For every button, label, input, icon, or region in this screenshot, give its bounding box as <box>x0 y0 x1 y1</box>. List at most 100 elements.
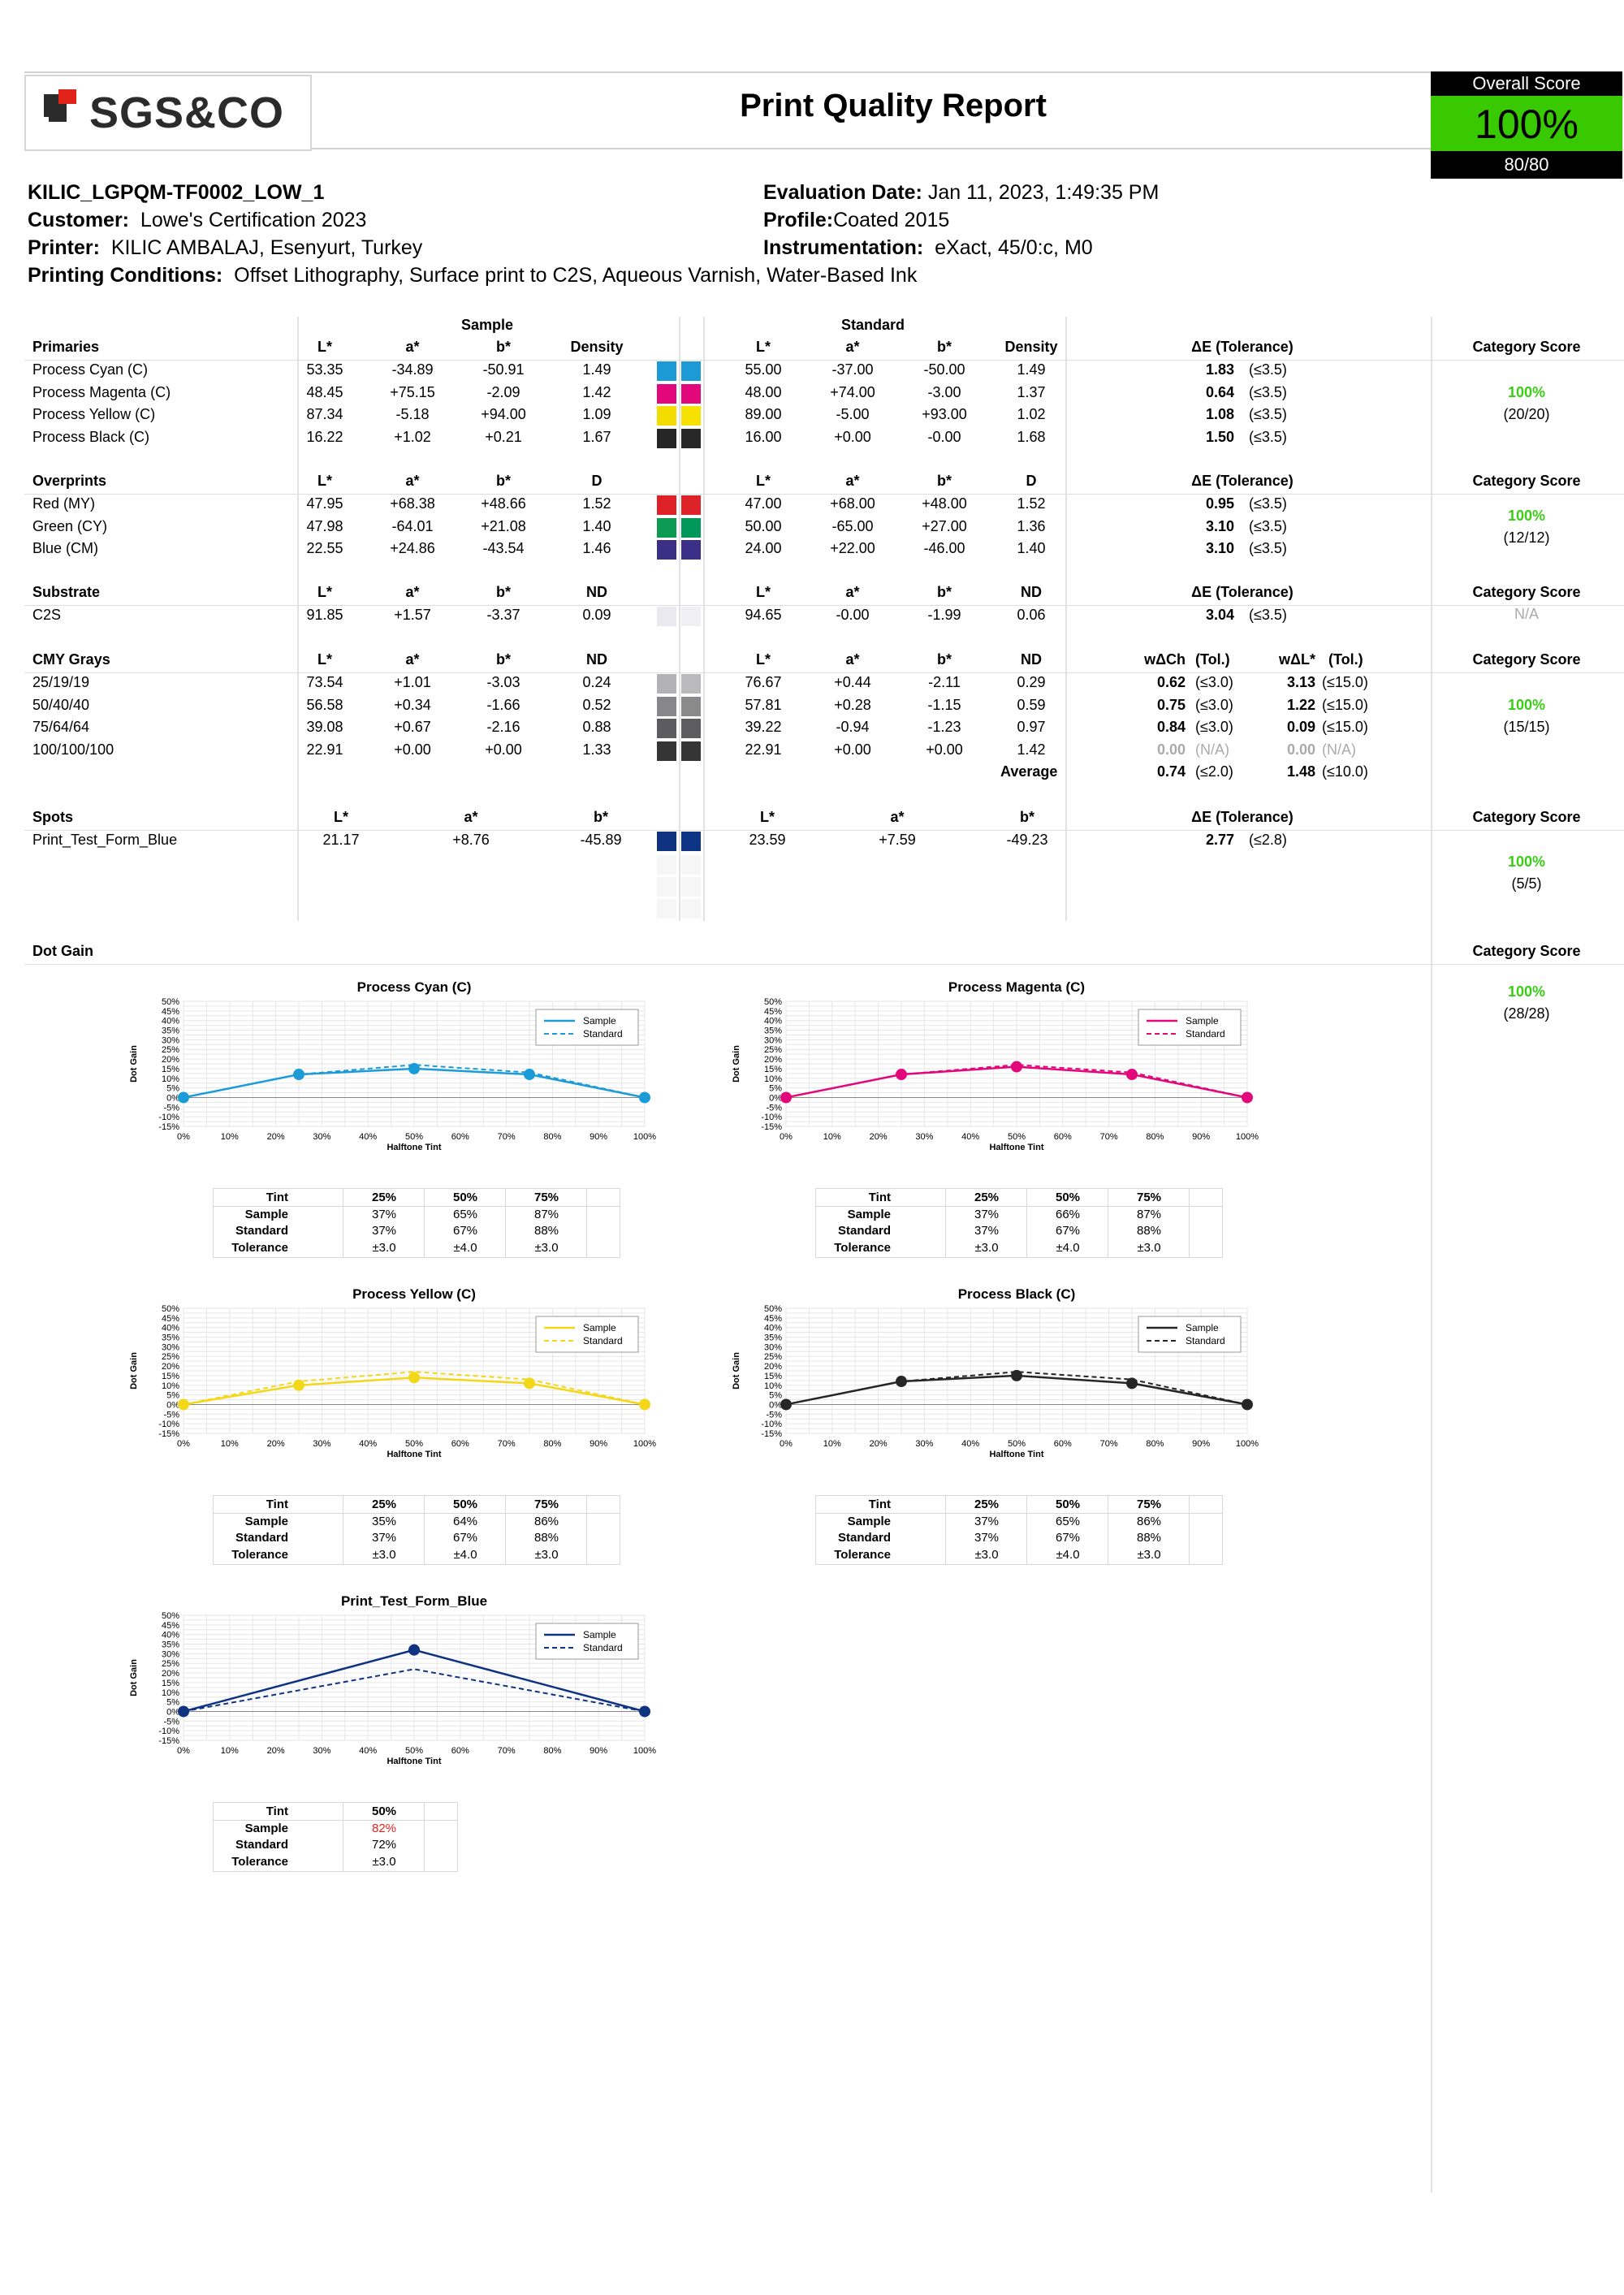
primaries-col-d1: Density <box>570 339 624 355</box>
divider-swatch-left <box>679 317 680 921</box>
cell-sa: +1.02 <box>394 428 431 445</box>
delta-e-tolerance: (≤3.5) <box>1249 383 1287 400</box>
avg-wdch-value: 0.74 <box>1156 763 1186 780</box>
overprints-col-L1: L* <box>317 473 332 489</box>
x-tick-label: 50% <box>405 1439 423 1449</box>
substrate-score: N/A <box>1514 606 1539 622</box>
profile-line: Profile:Coated 2015 <box>763 209 949 232</box>
x-tick-label: 10% <box>221 1132 239 1142</box>
table-cell-tints: 50% <box>371 1804 397 1818</box>
legend-sample-label: Sample <box>583 1322 616 1333</box>
spots-title: Spots <box>32 809 74 825</box>
y-tick-label: 0% <box>166 1707 179 1717</box>
delta-e-value: 3.10 <box>1205 540 1234 556</box>
y-tick-label: 25% <box>162 1352 179 1362</box>
y-tick-label: 30% <box>162 1035 179 1045</box>
x-tick-label: 80% <box>1146 1439 1164 1449</box>
row-name: C2S <box>32 607 62 623</box>
sample-swatch <box>657 741 676 761</box>
wdl-value: 0.00 <box>1286 741 1315 758</box>
divider-score <box>1431 317 1432 2193</box>
table-cell-sample: 66% <box>1055 1207 1081 1221</box>
cell-sb: -50.91 <box>482 361 525 378</box>
table-cell-tints: 25% <box>371 1498 397 1511</box>
eval-date-label: Evaluation Date: <box>763 181 922 204</box>
grays-col-d2: ND <box>1021 651 1042 668</box>
standard-swatch <box>681 696 701 716</box>
cell-tL: 24.00 <box>745 540 782 556</box>
x-tick-label: 100% <box>1236 1132 1259 1142</box>
cell-sL: 56.58 <box>306 696 343 713</box>
table-row-label: Standard <box>235 1531 288 1545</box>
cell-sb: +48.66 <box>481 495 526 512</box>
cell-sd: 1.49 <box>582 361 611 378</box>
avg-wdl-value: 1.48 <box>1286 763 1315 780</box>
cell-ta: -37.00 <box>831 361 874 378</box>
cell-tb: +27.00 <box>922 517 967 534</box>
standard-group-header: Standard <box>840 317 905 333</box>
table-cell-tolerance: ±3.0 <box>1137 1240 1161 1255</box>
cell-tL: 22.91 <box>745 741 782 758</box>
x-tick-label: 90% <box>590 1439 607 1449</box>
y-tick-label: 35% <box>162 1333 179 1343</box>
x-tick-label: 60% <box>451 1746 469 1756</box>
y-tick-label: -10% <box>158 1420 179 1429</box>
x-tick-label: 40% <box>961 1132 979 1142</box>
sample-swatch <box>657 383 676 404</box>
cell-sb: +0.21 <box>485 428 522 445</box>
chart-title: Process Cyan (C) <box>357 979 472 995</box>
y-tick-label: 10% <box>764 1381 782 1391</box>
dot-gain-chart-2: Process Yellow (C)50%45%40%35%30%25%20%1… <box>129 1286 656 1459</box>
cell-sL: 21.17 <box>322 832 360 848</box>
table-cell-standard: 67% <box>1055 1531 1081 1545</box>
y-tick-label: 50% <box>162 997 179 1007</box>
x-tick-label: 80% <box>543 1439 561 1449</box>
grays-score: 100% <box>1507 697 1546 713</box>
table-cell-standard: 88% <box>533 1224 559 1238</box>
cell-sb: -2.09 <box>486 383 520 400</box>
cell-td: 1.37 <box>1017 383 1046 400</box>
overprints-header-rule <box>24 494 1624 495</box>
overprints-col-L2: L* <box>756 473 771 489</box>
dot-gain-title: Dot Gain <box>32 943 93 959</box>
y-tick-label: 0% <box>769 1400 782 1410</box>
cell-td: 1.52 <box>1017 495 1046 512</box>
y-tick-label: 30% <box>162 1649 179 1659</box>
y-tick-label: 30% <box>764 1035 782 1045</box>
y-tick-label: 15% <box>764 1372 782 1381</box>
x-axis-label: Halftone Tint <box>989 1450 1043 1459</box>
x-tick-label: 0% <box>177 1439 190 1449</box>
table-header-rule <box>816 1513 1222 1514</box>
table-cell-tolerance: ±4.0 <box>1056 1547 1080 1562</box>
cell-sa: -64.01 <box>391 517 434 534</box>
wdl-value: 1.22 <box>1286 696 1315 713</box>
cell-sd: 1.40 <box>582 517 611 534</box>
table-cell-tolerance: ±3.0 <box>974 1240 999 1255</box>
cell-ta: +0.44 <box>834 674 871 690</box>
y-axis-label: Dot Gain <box>129 1045 139 1083</box>
table-cell-standard: 88% <box>533 1531 559 1545</box>
cell-td: 0.06 <box>1017 607 1046 623</box>
x-tick-label: 0% <box>780 1439 793 1449</box>
y-tick-label: 25% <box>162 1045 179 1055</box>
table-separator <box>1026 1189 1027 1257</box>
y-tick-label: 10% <box>162 1074 179 1084</box>
table-row-label: Sample <box>244 1514 288 1528</box>
avg-wdl-tolerance: (≤10.0) <box>1322 763 1368 780</box>
cell-td: 0.97 <box>1017 719 1046 735</box>
spots-col-L1: L* <box>334 809 348 825</box>
grays-col-b1: b* <box>496 651 511 668</box>
cell-tb: +48.00 <box>922 495 967 512</box>
sample-point <box>408 1372 420 1384</box>
spots-col-a1: a* <box>464 809 478 825</box>
table-cell-standard: 88% <box>1136 1224 1162 1238</box>
overprints-de-header: ΔE (Tolerance) <box>1191 473 1294 489</box>
x-tick-label: 50% <box>1008 1132 1026 1142</box>
wdch-tolerance: (≤3.0) <box>1195 674 1233 690</box>
table-cell-sample: 87% <box>533 1207 559 1221</box>
x-tick-label: 70% <box>1100 1132 1118 1142</box>
x-tick-label: 20% <box>267 1132 285 1142</box>
cell-ta: +68.00 <box>830 495 875 512</box>
wdl-tolerance: (≤15.0) <box>1322 674 1368 690</box>
table-cell-tolerance: ±4.0 <box>453 1240 477 1255</box>
